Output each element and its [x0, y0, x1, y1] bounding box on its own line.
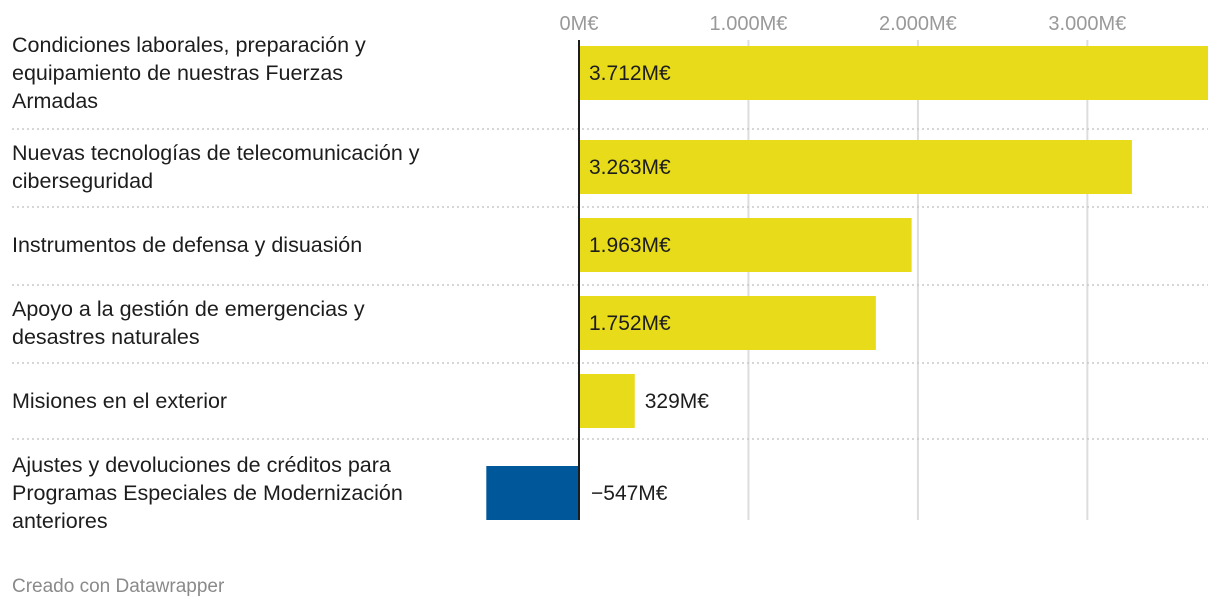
value-label: 1.752M€ [589, 312, 671, 335]
category-label: Condiciones laborales, preparación y equi… [12, 33, 366, 113]
bar [579, 218, 912, 272]
bars [486, 46, 1208, 520]
category-label: Ajustes y devoluciones de créditos para P… [12, 453, 403, 533]
x-tick-label: 3.000M€ [1048, 13, 1126, 35]
value-label: −547M€ [591, 482, 668, 505]
grid-lines [747, 40, 1089, 520]
category-labels: Condiciones laborales, preparación y equi… [12, 33, 420, 533]
value-label: 1.963M€ [589, 234, 671, 257]
x-tick-label: 0M€ [560, 13, 599, 35]
x-axis-ticks: 0M€ 1.000M€ 2.000M€ 3.000M€ [560, 13, 1127, 35]
bar [579, 46, 1208, 100]
bar-chart: 0M€ 1.000M€ 2.000M€ 3.000M€ Condiciones lab… [12, 13, 1208, 533]
credit-footer: Creado con Datawrapper [12, 576, 225, 597]
row-separators [12, 128, 1208, 440]
value-label: 329M€ [645, 390, 710, 413]
value-labels: 3.712M€ 3.263M€ 1.963M€ 1.752M€ 329M€ −547M€ [589, 62, 709, 505]
value-label: 3.712M€ [589, 62, 671, 85]
bar [486, 466, 579, 520]
bar [579, 140, 1132, 194]
bar [579, 374, 635, 428]
bar [579, 296, 876, 350]
category-label: Apoyo a la gestión de emergencias y desas… [12, 297, 365, 349]
x-tick-label: 2.000M€ [879, 13, 957, 35]
category-label: Instrumentos de defensa y disuasión [12, 233, 362, 257]
value-label: 3.263M€ [589, 156, 671, 179]
category-label: Misiones en el exterior [12, 389, 227, 413]
x-tick-label: 1.000M€ [710, 13, 788, 35]
category-label: Nuevas tecnologías de telecomunicación y… [12, 141, 420, 193]
